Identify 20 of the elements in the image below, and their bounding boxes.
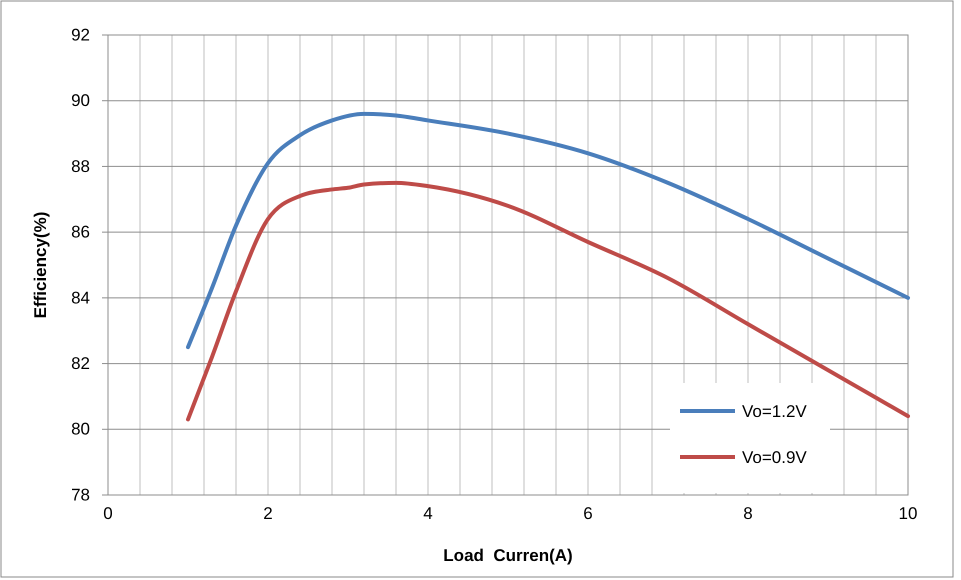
line-series: [186, 112, 910, 350]
y-axis-title: Efficiency(%): [31, 212, 50, 318]
x-tick-label: 8: [743, 504, 753, 524]
x-tick-label: 6: [583, 504, 593, 524]
legend-label: Vo=1.2V: [742, 402, 808, 421]
y-tick-label: 86: [71, 222, 90, 242]
y-tick-label: 80: [71, 420, 90, 439]
y-tick-label: 88: [71, 156, 90, 176]
x-tick-label: 4: [423, 504, 433, 524]
legend-label: Vo=0.9V: [742, 448, 808, 467]
y-tick-label: 92: [71, 25, 90, 44]
line-series: [186, 180, 910, 422]
x-axis-title: Load Curren(A): [443, 546, 573, 565]
y-tick-label: 82: [71, 354, 90, 374]
x-tick-label: 2: [263, 504, 273, 524]
x-tick-label: 10: [898, 504, 918, 524]
y-tick-label: 90: [71, 91, 90, 110]
y-tick-label: 78: [71, 485, 90, 504]
x-tick-label: 0: [103, 504, 113, 524]
y-tick-label: 84: [71, 288, 90, 308]
